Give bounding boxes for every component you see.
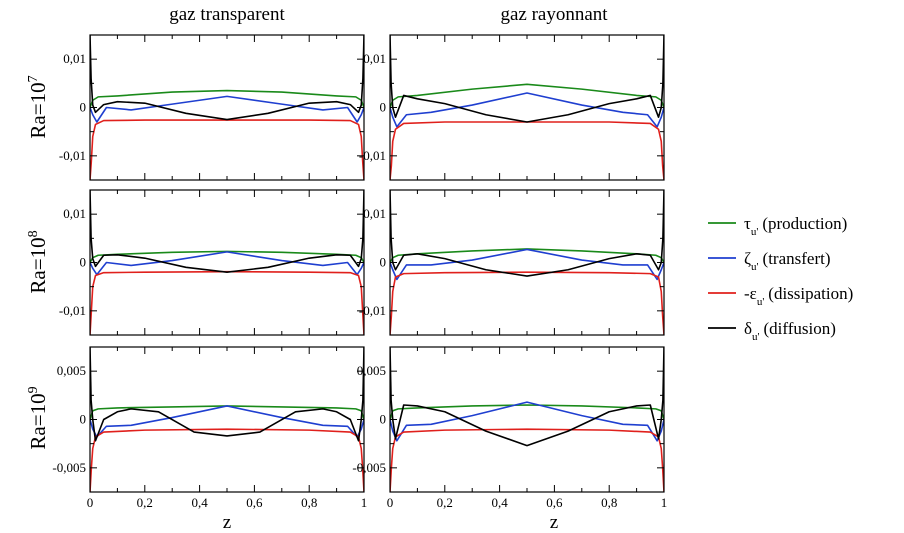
x-tick-label: 0,2 — [437, 495, 453, 510]
panel-frame — [89, 34, 365, 181]
legend-label: ζu' (transfert) — [744, 249, 831, 273]
panel-row1-transparent: -0,01 0 0,01 — [59, 34, 365, 181]
x-tick-label: 0,2 — [137, 495, 153, 510]
series-line-zeta — [390, 248, 664, 281]
y-tick-label: 0,01 — [363, 51, 386, 66]
y-tick-label: 0,01 — [363, 206, 386, 221]
series-line-delta — [90, 190, 364, 273]
y-tick-label: 0,005 — [57, 363, 86, 378]
x-tick-label: 0 — [387, 495, 394, 510]
curves — [90, 347, 364, 492]
series-line-delta — [390, 190, 664, 277]
y-tick-label: 0 — [80, 255, 87, 270]
legend-label: τu' (production) — [744, 214, 847, 238]
y-tick-label: -0,01 — [59, 303, 86, 318]
panel-frame — [89, 189, 365, 336]
y-tick-label: -0,01 — [359, 148, 386, 163]
curves — [390, 35, 664, 180]
y-tick-label: -0,005 — [352, 460, 386, 475]
row-label-ra7: Ra=107 — [26, 75, 50, 138]
series-line-delta — [390, 347, 664, 447]
x-tick-label: 0,8 — [601, 495, 617, 510]
series-line-epsilon — [90, 270, 364, 335]
panel-frame — [389, 34, 665, 181]
x-tick-label: 0,8 — [301, 495, 317, 510]
curves — [90, 35, 364, 180]
series-line-tau — [90, 405, 364, 420]
y-tick-label: 0 — [380, 412, 387, 427]
x-tick-label: 0 — [87, 495, 94, 510]
panel-row3-rayonnant: -0,005 0 0,005 0 0,2 0,4 0,6 0,8 1 — [352, 346, 668, 510]
y-tick-label: 0,01 — [63, 51, 86, 66]
series-line-zeta — [390, 92, 664, 128]
series-line-epsilon — [390, 428, 664, 492]
y-tick-label: 0 — [380, 100, 387, 115]
series-line-epsilon — [390, 271, 664, 335]
row-label-ra8: Ra=108 — [26, 230, 50, 293]
column-title-rayonnant: gaz rayonnant — [500, 4, 608, 25]
series-line-tau — [390, 404, 664, 420]
x-tick-label: 1 — [361, 495, 368, 510]
panel-row2-transparent: -0,01 0 0,01 — [59, 189, 365, 336]
curves — [390, 347, 664, 492]
curves — [390, 190, 664, 335]
panel-frame — [389, 346, 665, 493]
series-line-tau — [390, 83, 664, 108]
legend-label: δu' (diffusion) — [744, 319, 836, 343]
y-tick-label: 0 — [380, 255, 387, 270]
panel-row3-transparent: -0,005 0 0,005 0 0,2 0,4 0,6 0,8 1 — [52, 346, 368, 510]
legend-label: -εu' (dissipation) — [744, 284, 853, 308]
series-line-epsilon — [390, 121, 664, 180]
panel-frame — [89, 346, 365, 493]
series-line-delta — [390, 35, 664, 123]
y-tick-label: -0,005 — [52, 460, 86, 475]
legend-item-delta: δu' (diffusion) — [708, 319, 836, 343]
legend-item-zeta: ζu' (transfert) — [708, 249, 831, 273]
series-line-tau — [90, 89, 364, 108]
series-line-epsilon — [90, 119, 364, 180]
x-tick-label: 0,4 — [191, 495, 208, 510]
y-tick-label: 0,01 — [63, 206, 86, 221]
series-line-epsilon — [90, 428, 364, 492]
x-tick-label: 0,6 — [546, 495, 563, 510]
x-axis-label-left: z — [223, 512, 231, 533]
legend-item-tau: τu' (production) — [708, 214, 847, 238]
panel-frame — [389, 189, 665, 336]
y-tick-label: 0 — [80, 100, 87, 115]
column-title-transparent: gaz transparent — [169, 4, 285, 25]
x-axis-label-right: z — [550, 512, 558, 533]
series-line-zeta — [90, 405, 364, 438]
x-tick-label: 1 — [661, 495, 668, 510]
y-tick-label: 0 — [80, 412, 87, 427]
curves — [90, 190, 364, 335]
legend-item-epsilon: -εu' (dissipation) — [708, 284, 853, 308]
series-line-delta — [90, 35, 364, 121]
y-tick-label: -0,01 — [59, 148, 86, 163]
y-tick-label: 0,005 — [357, 363, 386, 378]
x-tick-label: 0,6 — [246, 495, 263, 510]
series-line-delta — [90, 347, 364, 442]
y-tick-label: -0,01 — [359, 303, 386, 318]
panel-row2-rayonnant: -0,01 0 0,01 — [359, 189, 665, 336]
x-tick-label: 0,4 — [491, 495, 508, 510]
panel-grid: -0,01 0 0,01 -0,01 0 0,01 -0,01 0 0,01 -0,01 0 0,01… — [52, 34, 668, 510]
legend: τu' (production) ζu' (transfert) -εu' (dissip… — [708, 214, 853, 343]
panel-row1-rayonnant: -0,01 0 0,01 — [359, 34, 665, 181]
series-line-zeta — [90, 95, 364, 123]
series-line-zeta — [390, 401, 664, 442]
row-label-ra9: Ra=109 — [26, 386, 50, 449]
